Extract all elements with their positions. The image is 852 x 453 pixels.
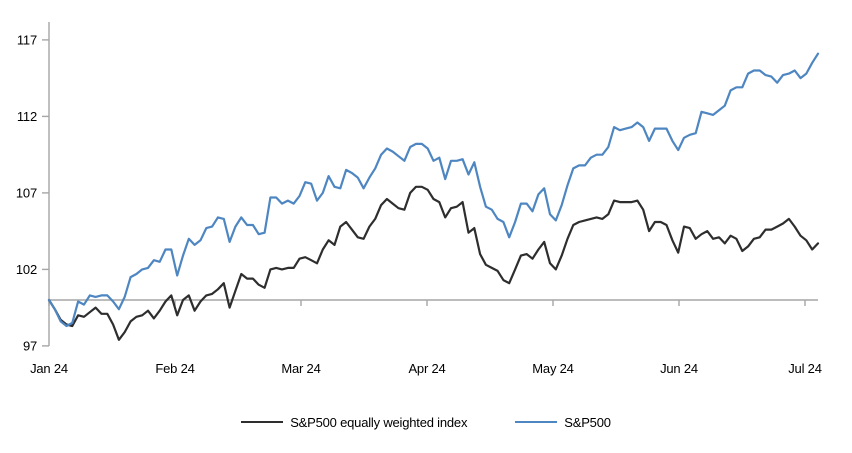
sp500-series-line: [47, 52, 820, 328]
x-tick-label: Jun 24: [660, 361, 698, 376]
y-tick-label: 102: [16, 262, 37, 277]
x-tick-label: Mar 24: [281, 361, 320, 376]
sp500-legend-label: S&P500: [564, 414, 611, 430]
x-tick-label: Apr 24: [408, 361, 445, 376]
index-performance-line-chart: 97 102 107 112 117 Jan 24 Feb 24 Mar 24 Apr 24 Ma…: [16, 22, 822, 376]
equal-weighted-line-swatch: [241, 421, 284, 423]
chart-legend: S&P500 equally weighted index S&P500: [0, 410, 852, 434]
equal-weighted-legend-label: S&P500 equally weighted index: [290, 414, 468, 430]
y-tick-label: 97: [23, 338, 37, 353]
x-tick-label: Jul 24: [788, 361, 822, 376]
x-tick-label: May 24: [532, 361, 573, 376]
y-tick-label: 107: [16, 185, 37, 200]
y-tick-label: 117: [17, 32, 37, 47]
legend-item-equal-weighted: S&P500 equally weighted index: [241, 415, 467, 430]
legend-item-sp500: S&P500: [515, 415, 611, 430]
x-tick-label: Jan 24: [30, 361, 68, 376]
sp500-line-swatch: [515, 421, 558, 423]
x-tick-label: Feb 24: [155, 361, 194, 376]
equal-weighted-series-line: [47, 185, 820, 341]
y-tick-label: 112: [17, 109, 37, 124]
